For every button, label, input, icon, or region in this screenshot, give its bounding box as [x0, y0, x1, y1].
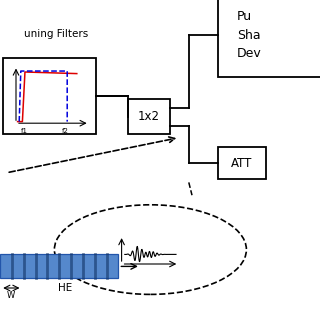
- Text: ATT: ATT: [231, 157, 252, 170]
- Text: f1: f1: [20, 128, 28, 134]
- Text: f2: f2: [62, 128, 69, 134]
- Text: Pu: Pu: [237, 10, 252, 23]
- Bar: [128, 99, 170, 134]
- Text: HE: HE: [58, 283, 72, 293]
- Bar: [3, 58, 96, 134]
- Bar: [218, 0, 320, 77]
- Text: Dev: Dev: [237, 47, 261, 60]
- Text: Sha: Sha: [237, 29, 260, 42]
- Text: 1x2: 1x2: [138, 110, 160, 123]
- Bar: [218, 147, 266, 179]
- Text: uning Filters: uning Filters: [24, 28, 88, 39]
- Text: W: W: [7, 292, 15, 300]
- Bar: [0, 254, 118, 278]
